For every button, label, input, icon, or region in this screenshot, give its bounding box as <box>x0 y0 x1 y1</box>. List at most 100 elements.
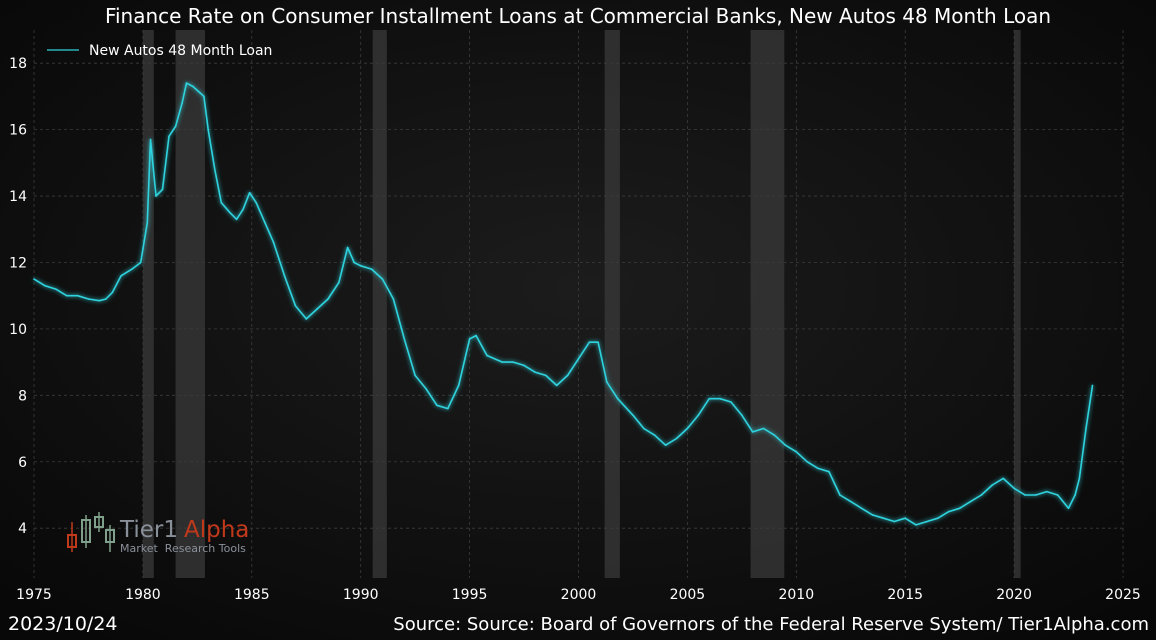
data-point <box>229 211 231 214</box>
data-point <box>105 298 107 300</box>
data-point <box>305 318 308 320</box>
data-point <box>414 374 416 377</box>
data-point <box>828 470 830 473</box>
data-point <box>741 414 743 417</box>
data-point <box>1024 494 1026 496</box>
recession-band <box>142 30 154 578</box>
data-point <box>203 95 205 98</box>
data-point <box>168 135 170 138</box>
data-point <box>338 281 340 284</box>
data-point <box>146 221 149 224</box>
data-point <box>486 354 488 357</box>
data-point <box>555 384 558 387</box>
recession-band <box>1014 30 1021 578</box>
data-point <box>795 450 798 453</box>
y-axis: 4 6 8 10 12 14 16 18 <box>9 56 27 537</box>
data-point <box>213 168 216 171</box>
data-point <box>316 308 318 310</box>
recession-band <box>604 30 620 578</box>
data-point <box>346 246 349 249</box>
data-point <box>904 517 906 520</box>
data-point <box>1035 494 1037 496</box>
data-point <box>577 358 580 360</box>
x-tick-label: 2015 <box>887 587 923 603</box>
data-point <box>87 298 90 300</box>
logo-name-part1: Tier1 <box>119 517 178 543</box>
data-point <box>111 291 114 294</box>
data-point <box>283 274 286 277</box>
data-point <box>817 467 819 470</box>
data-point <box>730 401 732 403</box>
data-point <box>969 500 972 503</box>
data-point <box>784 444 787 446</box>
data-point <box>207 128 210 131</box>
y-tick-label: 14 <box>9 189 27 205</box>
data-point <box>370 268 373 270</box>
y-tick-label: 16 <box>9 123 27 139</box>
data-point <box>475 334 477 337</box>
recession-band <box>372 30 387 578</box>
data-point <box>545 374 547 377</box>
data-point <box>264 221 266 224</box>
data-point <box>653 434 656 436</box>
data-point <box>980 494 983 496</box>
data-point <box>915 524 917 526</box>
x-tick-label: 1990 <box>343 587 379 603</box>
data-point <box>447 407 449 410</box>
data-point <box>403 338 406 340</box>
svg-text:Tier1Alpha: Tier1 Alpha <box>119 517 249 543</box>
data-point <box>991 484 994 486</box>
data-point <box>534 371 536 373</box>
data-point <box>762 427 765 430</box>
data-point <box>719 397 721 400</box>
data-point <box>294 304 297 307</box>
data-point <box>882 517 885 520</box>
data-point <box>697 414 700 417</box>
data-point <box>457 384 460 387</box>
data-point <box>44 284 46 287</box>
data-point <box>1091 384 1094 387</box>
data-point <box>893 520 896 523</box>
data-point <box>255 201 257 204</box>
data-point <box>65 294 68 297</box>
data-point <box>131 268 133 270</box>
x-tick-label: 2025 <box>1105 587 1141 603</box>
y-tick-label: 6 <box>18 455 27 471</box>
logo-name-part2: Alpha <box>184 517 249 543</box>
data-point <box>937 517 939 520</box>
data-point <box>708 397 710 400</box>
data-point <box>436 404 438 407</box>
logo-tagline: Market Research Tools <box>120 542 246 555</box>
footer-source: Source: Source: Board of Governors of th… <box>393 614 1149 635</box>
x-tick-label: 2000 <box>561 587 597 603</box>
data-point <box>468 338 471 340</box>
data-point <box>512 361 514 363</box>
data-point <box>806 460 808 463</box>
data-point <box>76 294 79 297</box>
data-point <box>773 434 776 436</box>
x-tick-label: 1975 <box>16 587 52 603</box>
x-tick-label: 2010 <box>778 587 814 603</box>
data-point <box>353 261 355 264</box>
data-point <box>1074 494 1076 496</box>
data-point <box>381 278 384 280</box>
series-line <box>33 82 1094 526</box>
data-point <box>643 427 645 430</box>
data-point <box>588 341 591 343</box>
data-point <box>1067 507 1070 510</box>
y-tick-label: 10 <box>9 322 27 338</box>
legend-label: New Autos 48 Month Loan <box>89 43 272 59</box>
data-point <box>139 261 142 264</box>
data-point <box>181 102 183 104</box>
data-point <box>1056 494 1059 496</box>
footer-date: 2023/10/24 <box>8 613 118 635</box>
data-point <box>606 381 608 383</box>
data-point <box>686 427 689 430</box>
data-point <box>632 414 634 417</box>
data-point <box>155 195 157 197</box>
data-point <box>1085 427 1087 430</box>
recession-band <box>750 30 785 578</box>
legend: New Autos 48 Month Loan <box>47 43 272 59</box>
data-point <box>392 298 395 300</box>
